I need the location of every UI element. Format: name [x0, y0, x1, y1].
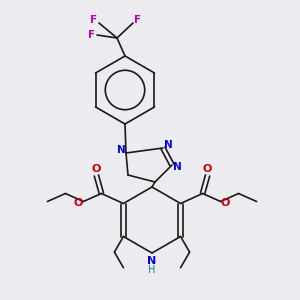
- Text: N: N: [117, 145, 125, 155]
- Text: F: F: [90, 15, 98, 25]
- Text: N: N: [172, 162, 182, 172]
- Text: O: O: [74, 199, 83, 208]
- Text: H: H: [148, 265, 156, 275]
- Text: N: N: [147, 256, 157, 266]
- Text: O: O: [92, 164, 101, 173]
- Text: O: O: [203, 164, 212, 173]
- Text: F: F: [88, 30, 96, 40]
- Text: F: F: [134, 15, 142, 25]
- Text: N: N: [164, 140, 172, 150]
- Text: O: O: [221, 199, 230, 208]
